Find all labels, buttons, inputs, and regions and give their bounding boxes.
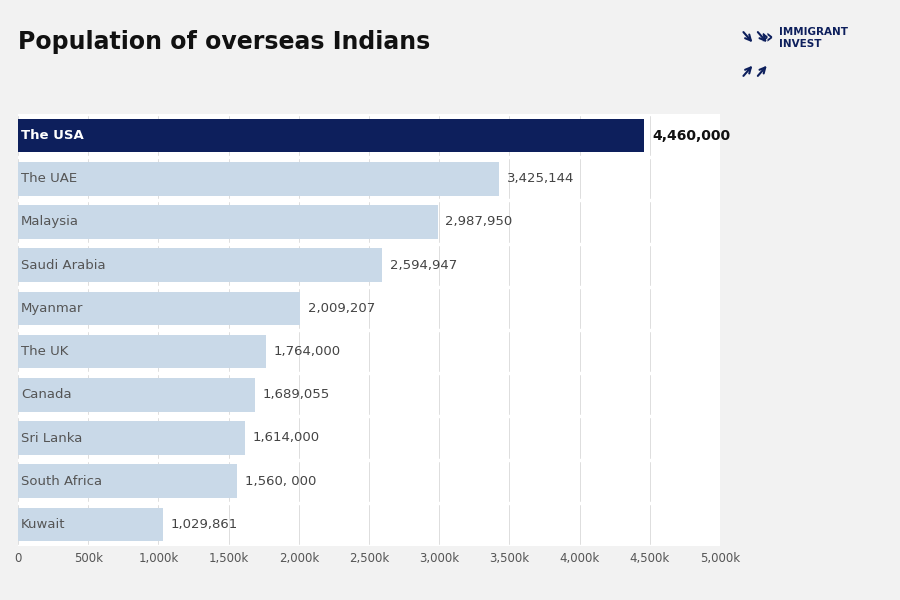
Text: Kuwait: Kuwait — [21, 518, 66, 531]
Text: 1,560, 000: 1,560, 000 — [245, 475, 316, 488]
Text: Myanmar: Myanmar — [21, 302, 83, 315]
Text: »: » — [760, 27, 773, 46]
Text: 1,764,000: 1,764,000 — [274, 345, 340, 358]
Text: 3,425,144: 3,425,144 — [507, 172, 574, 185]
Bar — [18, 292, 300, 325]
Bar — [18, 378, 255, 412]
Bar — [18, 248, 382, 282]
Text: South Africa: South Africa — [21, 475, 102, 488]
Text: 1,029,861: 1,029,861 — [170, 518, 238, 531]
Bar — [18, 119, 644, 152]
Text: IMMIGRANT
INVEST: IMMIGRANT INVEST — [778, 27, 848, 49]
Text: Population of overseas Indians: Population of overseas Indians — [18, 30, 430, 54]
Text: Canada: Canada — [21, 388, 71, 401]
Text: Saudi Arabia: Saudi Arabia — [21, 259, 105, 272]
Text: 1,689,055: 1,689,055 — [263, 388, 330, 401]
Text: The UK: The UK — [21, 345, 68, 358]
Text: 2,987,950: 2,987,950 — [446, 215, 512, 229]
Text: The UAE: The UAE — [21, 172, 76, 185]
Text: Sri Lanka: Sri Lanka — [21, 431, 82, 445]
Bar — [18, 205, 437, 239]
Text: 1,614,000: 1,614,000 — [252, 431, 320, 445]
Text: Malaysia: Malaysia — [21, 215, 79, 229]
Text: 4,460,000: 4,460,000 — [652, 128, 730, 143]
Bar — [18, 508, 163, 541]
Bar — [18, 421, 245, 455]
Text: 2,594,947: 2,594,947 — [390, 259, 457, 272]
Bar — [18, 464, 237, 498]
Text: 2,009,207: 2,009,207 — [308, 302, 375, 315]
Bar — [18, 335, 266, 368]
Text: The USA: The USA — [21, 129, 84, 142]
Bar — [18, 162, 499, 196]
